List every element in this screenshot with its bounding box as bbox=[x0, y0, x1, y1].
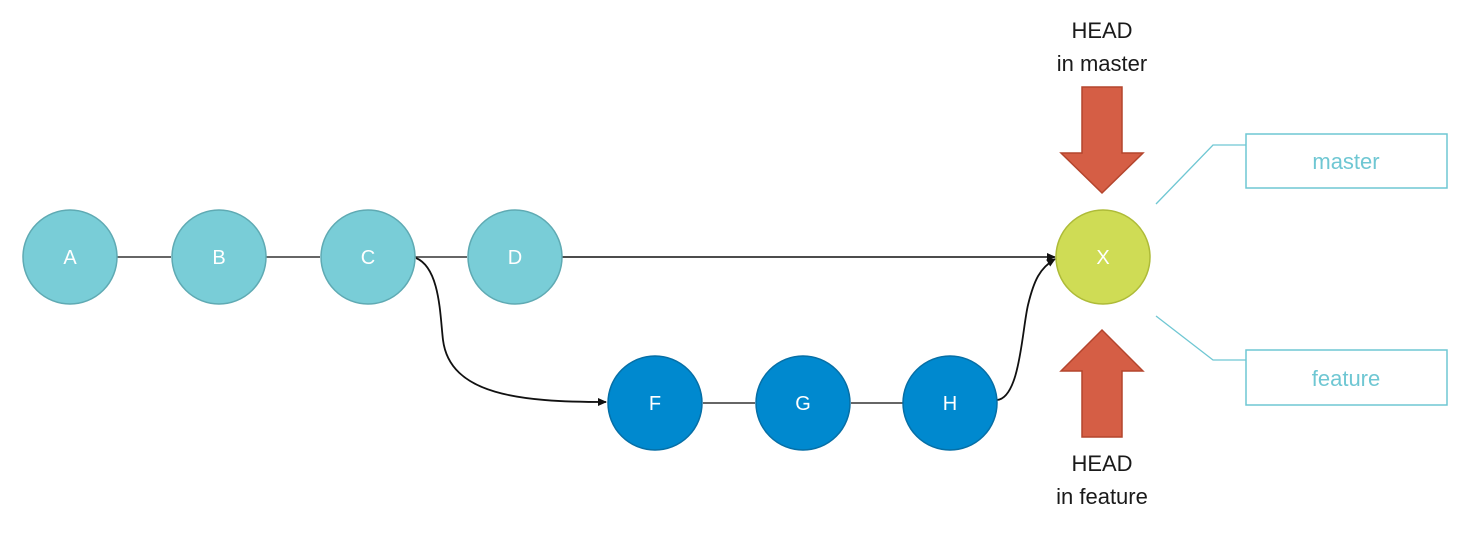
commit-circle bbox=[607, 355, 703, 451]
commit-label: B bbox=[212, 247, 225, 269]
commit-circle bbox=[1055, 209, 1151, 305]
commit-node-g[interactable]: G bbox=[755, 355, 851, 451]
head-master-line2: in master bbox=[1057, 51, 1147, 76]
commit-circle bbox=[22, 209, 118, 305]
commit-node-f[interactable]: F bbox=[607, 355, 703, 451]
branch-label-master[interactable]: master bbox=[1155, 133, 1448, 205]
edge-c-f bbox=[415, 257, 607, 406]
branch-name: master bbox=[1312, 149, 1379, 174]
callout-line bbox=[1155, 144, 1246, 205]
edge-h-x bbox=[996, 258, 1056, 401]
commit-label: A bbox=[63, 247, 77, 269]
up-arrow-icon bbox=[1059, 328, 1145, 438]
commit-edges bbox=[117, 253, 1056, 406]
down-arrow-icon bbox=[1059, 86, 1145, 195]
callout-line bbox=[1155, 315, 1246, 361]
commit-label: G bbox=[795, 393, 811, 415]
commit-circle bbox=[467, 209, 563, 305]
head-feature-line1: HEAD bbox=[1071, 451, 1132, 476]
commit-label: D bbox=[508, 247, 522, 269]
commit-circle bbox=[320, 209, 416, 305]
head-feature-line2: in feature bbox=[1056, 484, 1148, 509]
commit-node-b[interactable]: B bbox=[171, 209, 267, 305]
branch-box bbox=[1245, 133, 1448, 189]
commit-node-c[interactable]: C bbox=[320, 209, 416, 305]
commit-label: X bbox=[1096, 247, 1109, 269]
commit-node-d[interactable]: D bbox=[467, 209, 563, 305]
commit-circle bbox=[171, 209, 267, 305]
commit-circle bbox=[902, 355, 998, 451]
branch-box bbox=[1245, 349, 1448, 406]
branch-name: feature bbox=[1312, 366, 1381, 391]
head-master-pointer: HEAD in master bbox=[1057, 18, 1147, 195]
head-master-line1: HEAD bbox=[1071, 18, 1132, 43]
commit-label: C bbox=[361, 247, 375, 269]
branch-label-feature[interactable]: feature bbox=[1155, 315, 1448, 406]
commit-label: H bbox=[943, 393, 957, 415]
head-feature-pointer: HEAD in feature bbox=[1056, 328, 1148, 509]
commit-node-a[interactable]: A bbox=[22, 209, 118, 305]
commit-label: F bbox=[649, 393, 661, 415]
commit-circle bbox=[755, 355, 851, 451]
commit-node-x[interactable]: X bbox=[1055, 209, 1151, 305]
commit-node-h[interactable]: H bbox=[902, 355, 998, 451]
